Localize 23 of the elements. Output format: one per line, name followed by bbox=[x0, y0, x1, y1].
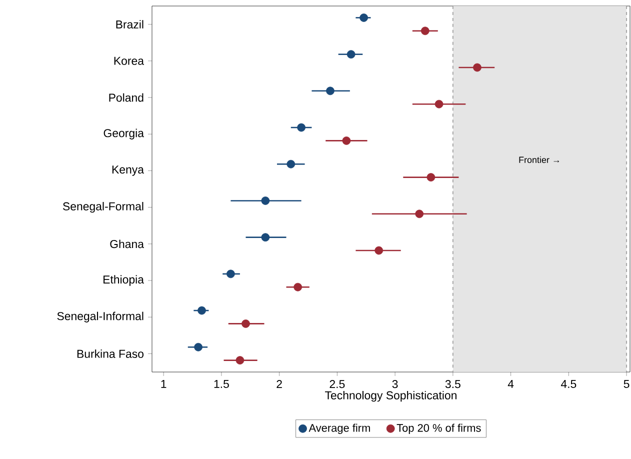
y-tick-label: Brazil bbox=[116, 20, 144, 29]
x-axis-title: Technology Sophistication bbox=[325, 390, 456, 402]
x-tick-label: 3 bbox=[392, 380, 398, 388]
x-tick-label: 1 bbox=[161, 380, 166, 388]
x-tick-label: 2.5 bbox=[330, 380, 345, 388]
y-tick-label: Georgia bbox=[104, 128, 144, 140]
y-tick-label: Poland bbox=[109, 93, 144, 102]
legend-label: Top 20 % of firms bbox=[396, 424, 481, 434]
x-tick-label: 1.5 bbox=[214, 380, 229, 388]
x-tick-label: 5 bbox=[624, 380, 630, 388]
x-tick-label: 4 bbox=[508, 380, 514, 388]
y-tick-label: Senegal-Informal bbox=[57, 312, 144, 322]
y-tick-label: Burkina Faso bbox=[77, 350, 144, 358]
legend-label: Average firm bbox=[308, 424, 370, 434]
y-tick-label: Ethiopia bbox=[104, 275, 144, 286]
y-tick-label: Ghana bbox=[110, 240, 144, 248]
x-tick-label: 2 bbox=[276, 380, 282, 388]
x-tick-label: 3.5 bbox=[445, 380, 460, 388]
y-tick-label: Kenya bbox=[112, 166, 144, 176]
y-tick-label: Korea bbox=[114, 56, 144, 65]
x-tick-label: 4.5 bbox=[560, 380, 576, 388]
band-label: Frontier → bbox=[519, 156, 560, 164]
y-tick-label: Senegal-Formal bbox=[63, 202, 144, 213]
